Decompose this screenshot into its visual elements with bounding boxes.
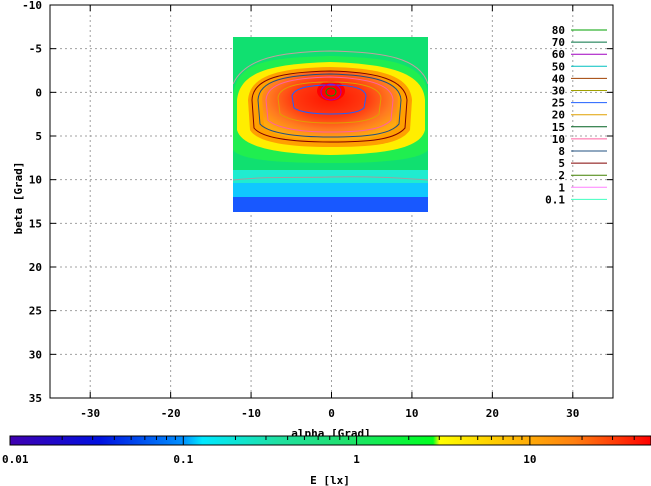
x-tick-label: 0: [328, 407, 335, 420]
y-tick-label: 20: [29, 261, 42, 274]
y-tick-label: 15: [29, 217, 42, 230]
x-tick-label: -20: [161, 407, 181, 420]
y-axis-label: beta [Grad]: [12, 162, 25, 235]
x-tick-label: -10: [241, 407, 261, 420]
colorbar-tick-label: 10: [523, 453, 536, 466]
colorbar: 0.01 0.1 1 10: [2, 435, 651, 466]
legend-label: 50: [552, 60, 565, 73]
contour-line-inner2: [291, 84, 367, 115]
heatmap-data-region: [233, 37, 428, 212]
contour-line-peak1: [320, 83, 342, 101]
legend-label: 2: [558, 169, 565, 182]
legend-label: 70: [552, 36, 565, 49]
colorbar-tick-label: 0.1: [173, 453, 193, 466]
y-tick-label: 5: [35, 130, 42, 143]
x-tick-label: 30: [566, 407, 579, 420]
legend-label: 5: [558, 157, 565, 170]
contour-line-mid1: [251, 70, 408, 143]
legend-label: 1: [558, 181, 565, 194]
contour-line-outer: [233, 50, 428, 85]
heatmap-band-bottom-blue: [233, 196, 428, 212]
colorbar-gradient: [9, 435, 651, 446]
y-tick-label: -5: [29, 43, 42, 56]
heatmap-band-bottom-cyan2: [233, 183, 428, 197]
colorbar-label: E [lx]: [310, 474, 350, 486]
legend-label: 8: [558, 145, 565, 158]
legend-label: 25: [552, 97, 565, 110]
y-tick-label: 30: [29, 348, 42, 361]
legend-label: 10: [552, 133, 565, 146]
x-tick-label: 20: [486, 407, 499, 420]
contour-line-mid2: [257, 73, 402, 138]
y-tick-label: 25: [29, 305, 42, 318]
x-tick-label: -30: [80, 407, 100, 420]
colorbar-tick-label: 0.01: [2, 453, 29, 466]
contour-line-mid3: [265, 76, 394, 133]
y-tick-label: 10: [29, 174, 42, 187]
contour-line-bottom: [233, 176, 428, 181]
contour-line-inner1: [277, 81, 382, 124]
colorbar-tick-label: 1: [353, 453, 360, 466]
y-tick-label: -10: [22, 0, 42, 12]
legend-label: 15: [552, 121, 565, 134]
legend-label: 80: [552, 24, 565, 37]
y-tick-label: 0: [35, 86, 42, 99]
y-tick-label: 35: [29, 392, 42, 405]
x-tick-label: 10: [405, 407, 418, 420]
legend-label: 60: [552, 48, 565, 61]
legend-label: 30: [552, 85, 565, 98]
contour-line-peak2: [325, 87, 337, 97]
legend-label: 0.1: [545, 193, 565, 206]
legend-label: 20: [552, 109, 565, 122]
legend-label: 40: [552, 72, 565, 85]
heatmap-region-hot: [262, 71, 398, 140]
